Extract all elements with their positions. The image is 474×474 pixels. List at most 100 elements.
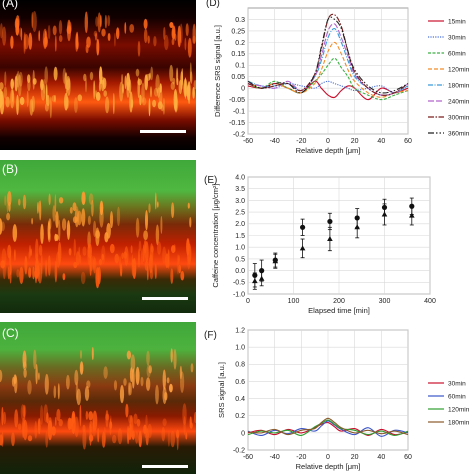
texture-streak — [101, 431, 106, 448]
texture-streak — [54, 260, 58, 283]
x-tick-label: 20 — [351, 138, 359, 145]
y-axis-label: Difference SRS signal [a.u.] — [213, 25, 222, 117]
texture-streak — [103, 366, 108, 379]
texture-streak — [19, 96, 25, 106]
x-tick-label: 0 — [326, 138, 330, 145]
x-tick-label: -20 — [296, 454, 306, 461]
texture-streak — [44, 102, 49, 112]
texture-streak — [46, 412, 49, 424]
texture-streak — [40, 405, 44, 425]
texture-streak — [45, 259, 47, 277]
texture-streak — [74, 97, 78, 113]
y-tick-label: 0.3 — [235, 17, 245, 24]
texture-streak — [15, 22, 20, 36]
texture-streak — [183, 416, 186, 436]
texture-streak — [32, 11, 37, 32]
y-tick-label: -0.2 — [233, 131, 245, 138]
data-point-triangle — [409, 212, 415, 218]
x-tick-label: 60 — [404, 454, 412, 461]
data-point-triangle — [381, 211, 388, 217]
texture-streak — [99, 15, 102, 28]
texture-streak — [31, 12, 34, 28]
texture-streak — [162, 97, 166, 115]
legend-entry: 300min — [448, 114, 470, 121]
texture-streak — [130, 245, 133, 254]
texture-streak — [113, 380, 118, 391]
y-tick-label: 0.15 — [231, 51, 245, 58]
texture-streak — [162, 386, 167, 405]
texture-streak — [64, 72, 68, 90]
texture-streak — [89, 254, 94, 272]
y-tick-label: 0.2 — [235, 40, 245, 47]
x-tick-label: -60 — [243, 454, 253, 461]
data-point-triangle — [252, 278, 258, 284]
legend-entry: 240min — [448, 98, 470, 105]
texture-streak — [6, 193, 9, 213]
texture-streak — [35, 364, 38, 385]
texture-streak — [116, 206, 121, 227]
y-tick-label: 1.2 — [235, 327, 245, 334]
texture-streak — [129, 367, 133, 383]
texture-streak — [12, 224, 18, 242]
texture-streak — [154, 263, 157, 279]
texture-streak — [27, 74, 31, 83]
chart-e-svg: (E) -1.0 -0.5 0.0 0.5 1.0 1.5 2.0 2.5 3.0 3.5 4.0 0… — [204, 174, 436, 315]
texture-streak — [149, 72, 151, 81]
y-tick-label: 0 — [241, 86, 245, 93]
texture-streak — [135, 217, 140, 238]
texture-streak — [176, 67, 179, 86]
texture-streak — [149, 268, 154, 280]
texture-streak — [177, 25, 182, 48]
texture-streak — [7, 190, 12, 207]
texture-streak — [169, 64, 174, 82]
data-point-triangle — [272, 258, 279, 264]
legend-entry: 120min — [448, 406, 470, 413]
texture-streak — [1, 407, 4, 426]
texture-streak — [101, 28, 106, 37]
y-tick-label: -0.1 — [233, 108, 245, 115]
y-tick-label: 1.0 — [235, 345, 245, 352]
panel-label-c: (C) — [2, 326, 19, 340]
texture-streak — [141, 82, 145, 103]
panel-label-a: (A) — [2, 0, 18, 10]
texture-streak — [121, 252, 124, 259]
legend-entry: 180min — [448, 419, 470, 426]
y-axis-label: SRS signal [a.u.] — [217, 362, 226, 418]
texture-streak — [163, 27, 166, 40]
texture-streak — [131, 254, 134, 277]
texture-streak — [169, 22, 174, 28]
texture-streak — [75, 381, 79, 401]
texture-streak — [148, 203, 151, 213]
texture-streak — [79, 361, 84, 375]
texture-streak — [165, 253, 169, 269]
texture-streak — [74, 369, 79, 386]
y-tick-label: 0.05 — [231, 74, 245, 81]
texture-streak — [162, 246, 167, 264]
y-tick-label: 1.0 — [235, 245, 245, 252]
texture-streak — [47, 255, 51, 276]
legend-entry: 360min — [448, 130, 470, 137]
texture-streak — [33, 349, 37, 370]
scale-bar-b — [142, 297, 188, 300]
texture-streak — [68, 248, 72, 256]
texture-streak — [170, 348, 173, 363]
y-tick-label: 3.5 — [235, 186, 245, 193]
texture-streak — [40, 79, 44, 91]
texture-streak — [71, 411, 76, 424]
texture-streak — [124, 22, 127, 34]
texture-streak — [126, 350, 132, 360]
texture-streak — [53, 385, 57, 399]
data-point-circle — [327, 218, 333, 225]
texture-streak — [57, 383, 60, 400]
texture-streak — [16, 269, 20, 278]
texture-streak — [145, 428, 149, 446]
texture-streak — [170, 430, 175, 448]
texture-streak — [179, 365, 182, 380]
texture-streak — [140, 376, 144, 387]
texture-streak — [17, 74, 22, 97]
texture-streak — [4, 195, 7, 206]
texture-streak — [34, 264, 38, 284]
scale-bar-c — [142, 465, 188, 468]
texture-streak — [171, 202, 175, 218]
texture-streak — [114, 253, 120, 264]
